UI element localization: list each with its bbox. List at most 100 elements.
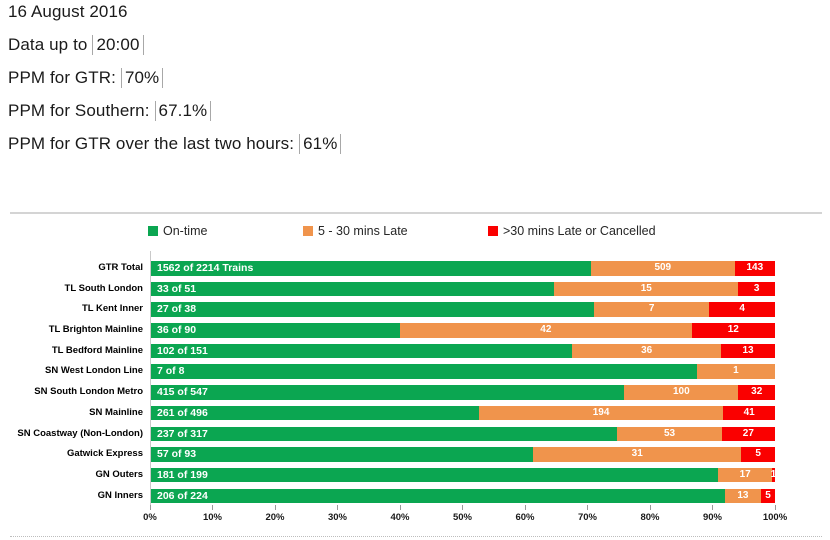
x-axis-tick-label: 30% <box>327 512 347 523</box>
report-header: 16 August 2016 Data up to 20:00 PPM for G… <box>8 2 342 167</box>
on-time-swatch-icon <box>148 226 158 236</box>
bar-segment-cancelled: 143 <box>734 261 775 276</box>
bar-segment-late: 194 <box>478 405 724 421</box>
category-label: GN Outers <box>95 468 143 480</box>
bar-segment-late: 42 <box>400 323 692 338</box>
legend-item-cancelled: >30 mins Late or Cancelled <box>488 224 656 238</box>
ppm-two-hours-value-field[interactable]: 61% <box>299 134 342 154</box>
legend-item-late: 5 - 30 mins Late <box>303 224 408 238</box>
bar-segment-late: 7 <box>594 302 710 317</box>
category-label: SN South London Metro <box>34 386 143 398</box>
x-axis-tick <box>462 505 463 510</box>
bar-segment-late: 53 <box>617 426 722 441</box>
ppm-gtr-line: PPM for GTR: 70% <box>8 68 341 88</box>
bar-segment-cancelled: 1 <box>771 467 776 483</box>
x-axis-tick <box>524 505 526 510</box>
bar-segment-on-time: 57 of 93 <box>150 447 534 462</box>
ppm-southern-value-field[interactable]: 67.1% <box>154 101 212 121</box>
x-axis-tick-label: 40% <box>390 512 410 523</box>
category-label: SN Mainline <box>89 406 143 418</box>
bar-segment-cancelled: 32 <box>738 385 775 400</box>
stacked-bar: 57 of 93 31 5 <box>150 447 775 462</box>
bar-segment-cancelled: 5 <box>741 447 775 462</box>
category-label: TL Brighton Mainline <box>48 324 143 336</box>
legend-label-cancelled: >30 mins Late or Cancelled <box>503 224 656 238</box>
x-axis-tick <box>774 505 776 510</box>
stacked-bar: 415 of 547 100 32 <box>150 385 775 400</box>
chart-row: Gatwick Express 57 of 93 31 5 <box>0 447 775 462</box>
bar-segment-on-time: 181 of 199 <box>150 467 719 483</box>
bar-segment-late: 15 <box>554 281 739 297</box>
data-up-to-value-field[interactable]: 20:00 <box>92 35 144 55</box>
ppm-southern-label: PPM for Southern: <box>8 101 150 120</box>
bar-segment-cancelled: 13 <box>721 343 775 359</box>
x-axis-tick <box>399 505 401 510</box>
chart-row: SN Mainline 261 of 496 194 41 <box>0 405 775 421</box>
stacked-bar: 36 of 90 42 12 <box>150 323 775 338</box>
x-axis-tick-label: 20% <box>265 512 285 523</box>
legend-label-late: 5 - 30 mins Late <box>318 224 408 238</box>
category-label: SN Coastway (Non-London) <box>17 427 143 439</box>
ppm-two-hours-line: PPM for GTR over the last two hours: 61% <box>8 134 342 154</box>
stacked-bar: 261 of 496 194 41 <box>150 405 775 421</box>
bar-segment-late: 17 <box>718 467 772 483</box>
bar-segment-cancelled: 3 <box>738 281 775 297</box>
chart-row: GN Inners 206 of 224 13 5 <box>0 488 775 504</box>
data-up-to-label: Data up to <box>8 35 88 54</box>
chart-row: TL Bedford Mainline 102 of 151 36 13 <box>0 343 775 359</box>
x-axis-tick <box>649 505 651 510</box>
stacked-bar: 33 of 51 15 3 <box>150 281 775 297</box>
bar-segment-on-time: 102 of 151 <box>150 343 573 359</box>
y-axis-line <box>150 251 151 510</box>
stacked-bar: 102 of 151 36 13 <box>150 343 775 359</box>
bar-segment-late: 1 <box>696 364 775 379</box>
x-axis-tick-label: 10% <box>202 512 222 523</box>
x-axis-tick <box>149 505 151 510</box>
x-axis-tick <box>337 505 338 510</box>
x-axis-tick <box>274 505 276 510</box>
bar-segment-late: 36 <box>572 343 722 359</box>
x-axis-tick-label: 100% <box>762 512 788 523</box>
x-axis-tick-label: 90% <box>702 512 722 523</box>
x-axis-tick <box>712 505 713 510</box>
x-axis-tick <box>587 505 588 510</box>
bar-segment-late: 100 <box>624 385 739 400</box>
x-axis-tick <box>212 505 213 510</box>
category-label: SN West London Line <box>45 365 143 377</box>
bar-segment-on-time: 1562 of 2214 Trains <box>150 261 591 276</box>
chart-row: TL Kent Inner 27 of 38 7 4 <box>0 302 775 317</box>
stacked-bar: 1562 of 2214 Trains 509 143 <box>150 261 775 276</box>
bar-segment-on-time: 415 of 547 <box>150 385 625 400</box>
chart-row: TL Brighton Mainline 36 of 90 42 12 <box>0 323 775 338</box>
legend-label-on-time: On-time <box>163 224 208 238</box>
bar-segment-cancelled: 27 <box>721 426 775 441</box>
bar-segment-on-time: 261 of 496 <box>150 405 479 421</box>
late-swatch-icon <box>303 226 313 236</box>
x-axis: 0% 10% 20% 30% 40% 50% 60% 70% 80% 90% 100% <box>143 504 787 540</box>
stacked-bar: 237 of 317 53 27 <box>150 426 775 441</box>
bar-segment-on-time: 7 of 8 <box>150 364 697 379</box>
bottom-dotted-line <box>10 536 822 537</box>
bar-segment-on-time: 27 of 38 <box>150 302 595 317</box>
category-label: GN Inners <box>97 489 143 501</box>
bar-segment-cancelled: 4 <box>709 302 775 317</box>
x-axis-tick-label: 50% <box>452 512 472 523</box>
ppm-gtr-value-field[interactable]: 70% <box>120 68 164 88</box>
bar-segment-late: 31 <box>533 447 742 462</box>
stacked-bar: 206 of 224 13 5 <box>150 488 775 504</box>
bar-segment-late: 13 <box>724 488 762 504</box>
bar-segment-on-time: 206 of 224 <box>150 488 725 504</box>
bar-segment-on-time: 36 of 90 <box>150 323 400 338</box>
bar-segment-on-time: 237 of 317 <box>150 426 618 441</box>
x-axis-tick-label: 70% <box>577 512 597 523</box>
bar-segment-on-time: 33 of 51 <box>150 281 555 297</box>
data-up-to-line: Data up to 20:00 <box>8 35 341 55</box>
chart-row: SN South London Metro 415 of 547 100 32 <box>0 385 775 400</box>
category-label: TL Kent Inner <box>81 303 143 315</box>
x-axis-tick-label: 60% <box>515 512 535 523</box>
bar-segment-cancelled: 12 <box>691 323 775 338</box>
legend-item-on-time: On-time <box>148 224 207 238</box>
ppm-two-hours-label: PPM for GTR over the last two hours: <box>8 134 295 153</box>
